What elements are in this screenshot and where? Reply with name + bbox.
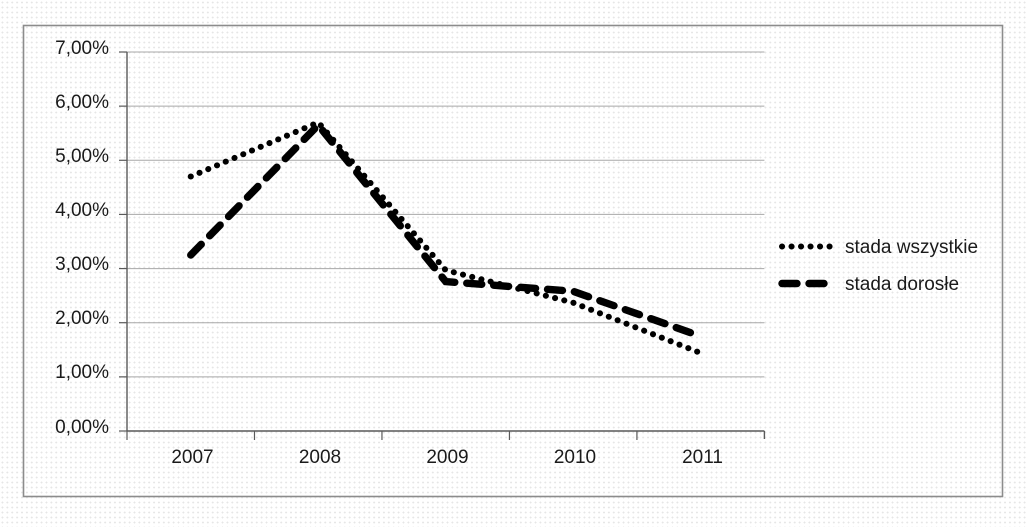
svg-text:2007: 2007: [171, 447, 213, 468]
svg-text:2,00%: 2,00%: [55, 308, 109, 329]
svg-text:1,00%: 1,00%: [55, 362, 109, 383]
svg-text:2011: 2011: [682, 447, 723, 468]
svg-text:5,00%: 5,00%: [55, 146, 109, 167]
svg-text:6,00%: 6,00%: [55, 92, 109, 113]
svg-text:0,00%: 0,00%: [55, 417, 109, 438]
svg-text:4,00%: 4,00%: [55, 200, 109, 221]
svg-text:2010: 2010: [554, 447, 596, 468]
svg-text:stada wszystkie: stada wszystkie: [845, 237, 978, 258]
svg-text:7,00%: 7,00%: [55, 38, 109, 59]
svg-text:3,00%: 3,00%: [55, 254, 109, 275]
svg-text:stada dorosłe: stada dorosłe: [845, 274, 959, 295]
svg-text:2009: 2009: [426, 447, 468, 468]
svg-text:2008: 2008: [299, 447, 341, 468]
